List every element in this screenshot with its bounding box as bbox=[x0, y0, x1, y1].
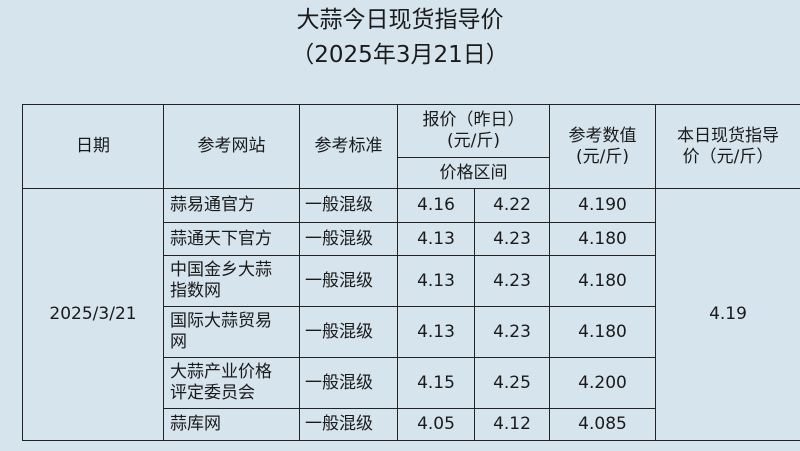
standard-cell: 一般混级 bbox=[299, 222, 398, 256]
site-line: 蒜库网 bbox=[170, 414, 221, 434]
standard-cell: 一般混级 bbox=[299, 306, 398, 358]
header-guide: 本日现货指导 价（元/斤） bbox=[655, 104, 800, 189]
price-low-cell: 4.13 bbox=[397, 222, 475, 256]
price-low-cell: 4.16 bbox=[397, 188, 475, 223]
site-line: 蒜易通官方 bbox=[170, 195, 255, 215]
header-price-line2: (元/斤) bbox=[447, 131, 500, 151]
site-cell: 中国金乡大蒜 指数网 bbox=[163, 255, 300, 307]
standard-cell: 一般混级 bbox=[299, 255, 398, 307]
price-table: 日期 参考网站 参考标准 报价（昨日） (元/斤) 参考数值 (元/斤) 本日现… bbox=[22, 104, 800, 441]
price-low-cell: 4.13 bbox=[397, 255, 475, 307]
site-line: 大蒜产业价格 bbox=[170, 362, 272, 382]
price-high-cell: 4.23 bbox=[474, 255, 550, 307]
site-cell: 蒜库网 bbox=[163, 408, 300, 441]
site-line: 指数网 bbox=[170, 281, 221, 301]
header-guide-line1: 本日现货指导 bbox=[677, 125, 779, 146]
header-range: 价格区间 bbox=[397, 157, 550, 189]
site-cell: 大蒜产业价格 评定委员会 bbox=[163, 357, 300, 409]
header-row-bottom: 价格区间 bbox=[23, 157, 800, 189]
ref-value-cell: 4.180 bbox=[549, 306, 656, 358]
price-high-cell: 4.25 bbox=[474, 357, 550, 409]
site-line: 国际大蒜贸易 bbox=[170, 311, 272, 331]
table-row: 蒜通天下官方 一般混级 4.13 4.23 4.180 bbox=[23, 222, 800, 256]
table-row: 中国金乡大蒜 指数网 一般混级 4.13 4.23 4.180 bbox=[23, 255, 800, 307]
price-high-cell: 4.23 bbox=[474, 222, 550, 256]
header-ref: 参考数值 (元/斤) bbox=[549, 104, 656, 189]
date-cell: 2025/3/21 bbox=[22, 188, 164, 441]
ref-value-cell: 4.085 bbox=[549, 408, 656, 441]
standard-cell: 一般混级 bbox=[299, 357, 398, 409]
ref-value-cell: 4.200 bbox=[549, 357, 656, 409]
table-row: 蒜库网 一般混级 4.05 4.12 4.085 bbox=[23, 408, 800, 441]
site-line: 网 bbox=[170, 332, 187, 352]
ref-value-cell: 4.180 bbox=[549, 255, 656, 307]
header-price: 报价（昨日） (元/斤) bbox=[397, 104, 550, 158]
site-cell: 蒜易通官方 bbox=[163, 188, 300, 223]
ref-value-cell: 4.190 bbox=[549, 188, 656, 223]
table-row: 2025/3/21 蒜易通官方 一般混级 4.16 4.22 4.190 4.1… bbox=[22, 188, 800, 441]
page-subtitle: （2025年3月21日） bbox=[291, 42, 509, 68]
price-high-cell: 4.22 bbox=[474, 188, 550, 223]
header-ref-line2: (元/斤) bbox=[576, 146, 629, 167]
page-title: 大蒜今日现货指导价 bbox=[296, 7, 504, 33]
standard-cell: 一般混级 bbox=[299, 188, 398, 223]
site-line: 评定委员会 bbox=[170, 383, 255, 403]
guide-price-cell: 4.19 bbox=[655, 188, 800, 441]
header-date: 日期 bbox=[22, 104, 164, 189]
header-ref-line1: 参考数值 bbox=[568, 125, 637, 146]
header-standard: 参考标准 bbox=[299, 104, 398, 189]
table-row: 国际大蒜贸易 网 一般混级 4.13 4.23 4.180 bbox=[23, 306, 800, 358]
table-row: 大蒜产业价格 评定委员会 一般混级 4.15 4.25 4.200 bbox=[23, 357, 800, 409]
price-low-cell: 4.05 bbox=[397, 408, 475, 441]
site-cell: 国际大蒜贸易 网 bbox=[163, 306, 300, 358]
price-low-cell: 4.15 bbox=[397, 357, 475, 409]
header-guide-line2: 价（元/斤） bbox=[682, 146, 774, 167]
price-low-cell: 4.13 bbox=[397, 306, 475, 358]
site-line: 中国金乡大蒜 bbox=[170, 260, 272, 280]
ref-value-cell: 4.180 bbox=[549, 222, 656, 256]
price-high-cell: 4.12 bbox=[474, 408, 550, 441]
header-price-line1: 报价（昨日） bbox=[422, 110, 525, 130]
price-high-cell: 4.23 bbox=[474, 306, 550, 358]
standard-cell: 一般混级 bbox=[299, 408, 398, 441]
site-cell: 蒜通天下官方 bbox=[163, 222, 300, 256]
site-line: 蒜通天下官方 bbox=[170, 228, 272, 249]
header-site: 参考网站 bbox=[163, 104, 300, 189]
header-row-top: 日期 参考网站 参考标准 报价（昨日） (元/斤) 参考数值 (元/斤) 本日现… bbox=[22, 104, 800, 189]
